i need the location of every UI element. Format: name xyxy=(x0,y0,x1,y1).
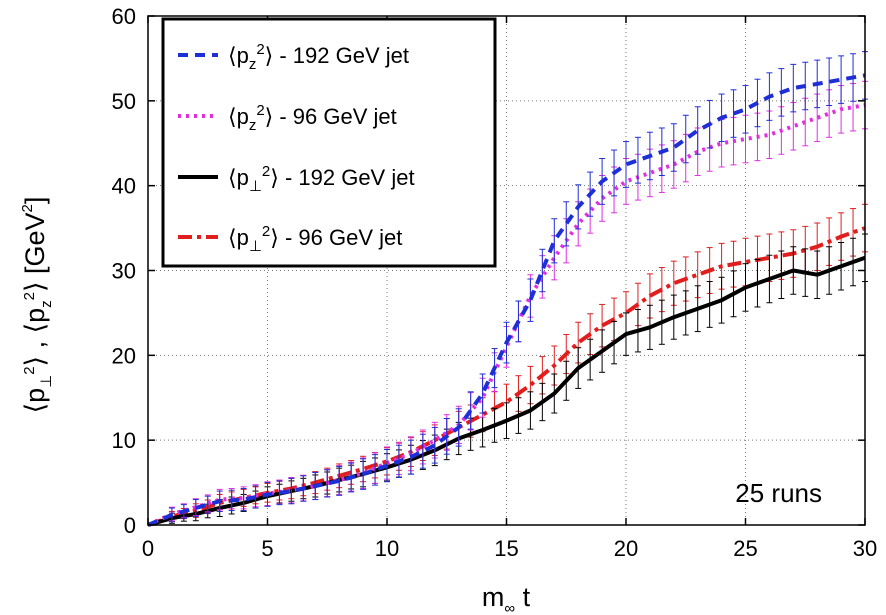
x-axis-title: m∞ t xyxy=(482,582,531,615)
ticks: 0 5 10 15 20 25 30 0 10 20 30 40 50 60 xyxy=(112,4,878,561)
y-tick-label: 40 xyxy=(112,174,136,199)
x-tick-label: 10 xyxy=(375,536,399,561)
x-tick-label: 0 xyxy=(142,536,154,561)
x-tick-label: 25 xyxy=(733,536,757,561)
x-tick-label: 30 xyxy=(853,536,877,561)
legend: ⟨pz2⟩ - 192 GeV jet ⟨pz2⟩ - 96 GeV jet ⟨… xyxy=(161,17,497,268)
series-line xyxy=(147,73,866,527)
x-tick-label: 5 xyxy=(261,536,273,561)
y-tick-label: 10 xyxy=(112,428,136,453)
x-tick-label: 15 xyxy=(494,536,518,561)
y-tick-label: 60 xyxy=(112,4,136,29)
y-axis-title: ⟨p⊥2⟩ , ⟨pz2⟩ [GeV2] xyxy=(19,197,55,414)
x-tick-label: 20 xyxy=(614,536,638,561)
y-tick-label: 50 xyxy=(112,89,136,114)
annotation-runs: 25 runs xyxy=(735,478,822,508)
y-tick-label: 30 xyxy=(112,259,136,284)
legend-box xyxy=(161,17,497,268)
y-tick-label: 0 xyxy=(124,513,136,538)
y-tick-label: 20 xyxy=(112,343,136,368)
series-0 xyxy=(147,51,868,527)
legend-label-1: ⟨pz2⟩ - 96 GeV jet xyxy=(228,102,397,134)
